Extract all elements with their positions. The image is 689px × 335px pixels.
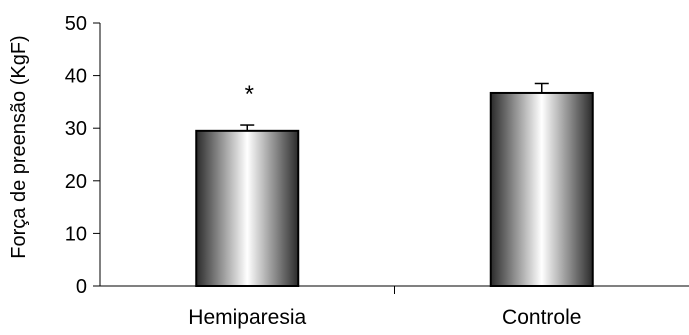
category-labels: Hemiparesia Controle — [188, 306, 581, 329]
significance-asterisk: * — [245, 81, 254, 108]
y-tick-label: 50 — [65, 13, 87, 35]
y-tick-label: 30 — [65, 118, 87, 140]
y-ticks: 0 10 20 30 40 50 — [65, 13, 395, 298]
annotations: * — [245, 81, 254, 108]
bar-controle — [489, 91, 594, 288]
y-tick-label: 40 — [65, 66, 87, 88]
bar-hemiparesia — [195, 129, 300, 287]
y-tick-label: 20 — [65, 171, 87, 193]
axes — [99, 23, 689, 287]
bars — [195, 82, 594, 288]
category-label-controle: Controle — [502, 306, 581, 329]
y-axis-title: Força de preensão (KgF) — [8, 35, 30, 258]
y-tick-label: 10 — [65, 223, 87, 245]
category-label-hemiparesia: Hemiparesia — [188, 306, 306, 329]
y-tick-label: 0 — [76, 276, 87, 298]
